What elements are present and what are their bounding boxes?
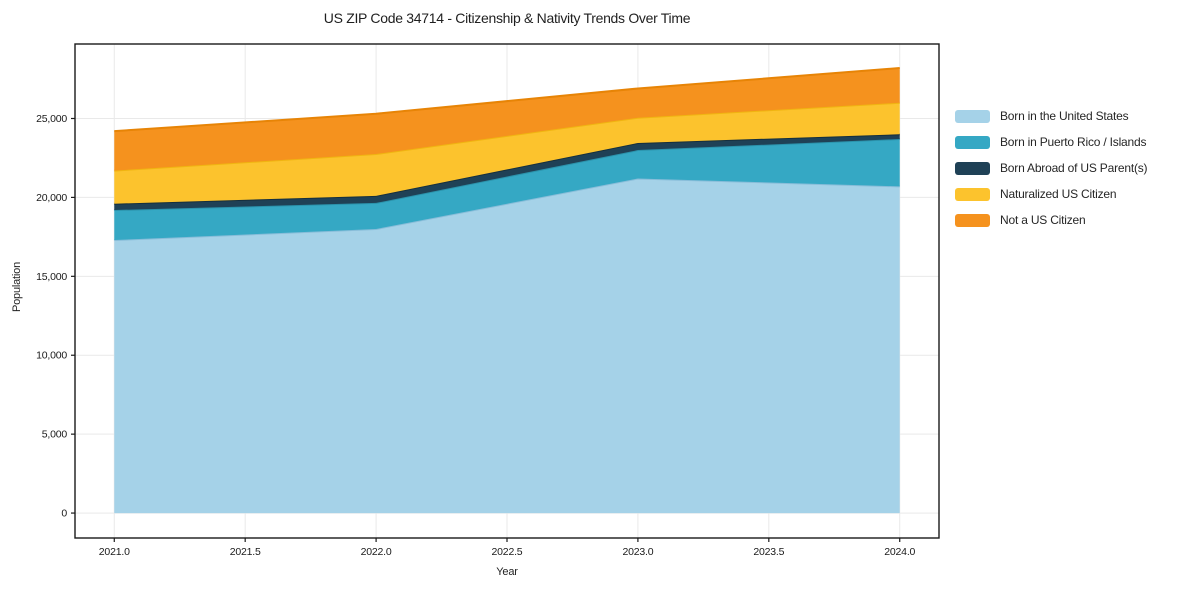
legend: Born in the United States Born in Puerto … [955,103,1148,233]
y-tick-label: 20,000 [36,192,67,204]
legend-swatch-not-a-us-citizen [955,213,990,227]
x-tick-label: 2021.0 [99,546,130,558]
x-tick-label: 2022.5 [492,546,523,558]
area-born-in-the-united-states [114,178,900,514]
legend-label: Born in Puerto Rico / Islands [1000,135,1147,149]
legend-item-born-in-puerto-rico-islands: Born in Puerto Rico / Islands [955,129,1147,155]
legend-swatch-born-in-puerto-rico-islands [955,135,990,149]
legend-swatch-born-in-the-united-states [955,109,990,123]
area-born-in-puerto-rico-islands [114,139,900,241]
y-tick-label: 5,000 [42,429,68,441]
legend-item-born-abroad-of-us-parent-s: Born Abroad of US Parent(s) [955,155,1148,181]
x-tick-label: 2021.5 [230,546,261,558]
x-tick-label: 2023.0 [622,546,653,558]
x-tick-label: 2023.5 [753,546,784,558]
x-tick-label: 2024.0 [884,546,915,558]
x-tick-label: 2022.0 [361,546,392,558]
legend-swatch-born-abroad-of-us-parent-s [955,161,990,175]
legend-swatch-naturalized-us-citizen [955,187,990,201]
legend-item-not-a-us-citizen: Not a US Citizen [955,207,1147,233]
legend-label: Naturalized US Citizen [1000,187,1117,201]
area-naturalized-us-citizen [114,102,900,204]
legend-item-born-in-the-united-states: Born in the United States [955,103,1147,129]
area-not-a-us-citizen [114,67,900,171]
legend-label: Born Abroad of US Parent(s) [1000,161,1148,175]
area-top-line-not-a-us-citizen [114,66,900,133]
legend-label: Born in the United States [1000,109,1129,123]
y-tick-label: 15,000 [36,271,67,283]
x-axis-label: Year [496,566,518,578]
y-tick-label: 10,000 [36,350,67,362]
y-tick-label: 0 [61,508,67,520]
area-born-abroad-of-us-parent-s [114,134,900,211]
legend-item-naturalized-us-citizen: Naturalized US Citizen [955,181,1147,207]
y-tick-label: 25,000 [36,113,67,125]
legend-label: Not a US Citizen [1000,213,1086,227]
chart-title: US ZIP Code 34714 - Citizenship & Nativi… [323,10,691,26]
